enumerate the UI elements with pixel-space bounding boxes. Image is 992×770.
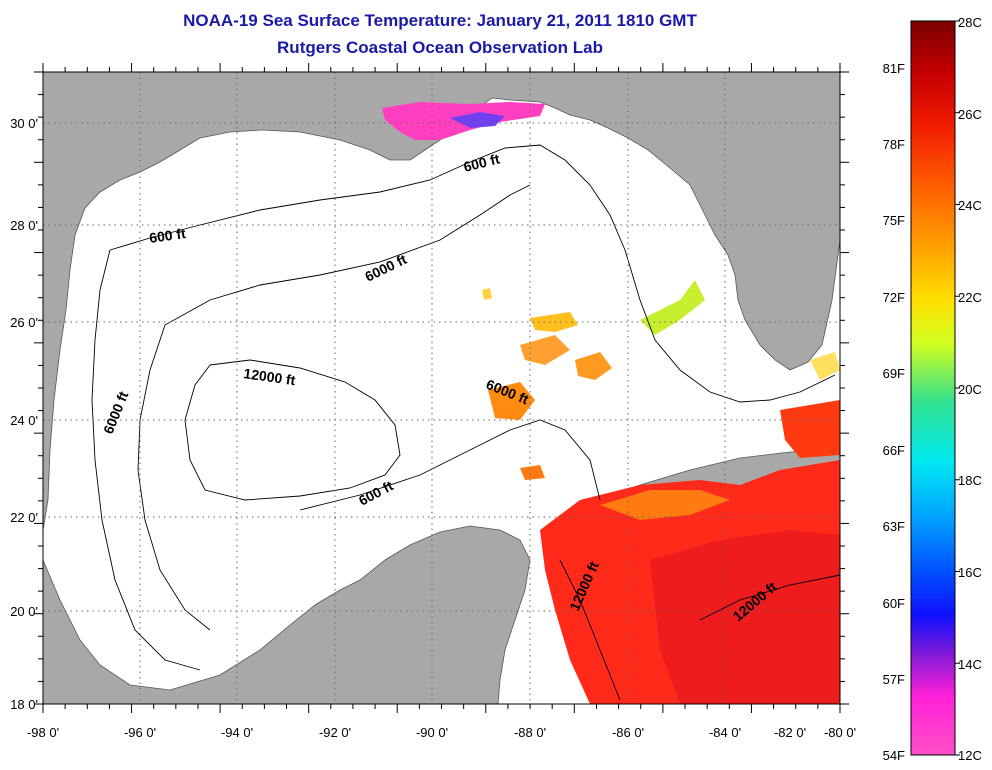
lon-tick-label: -88 0' bbox=[514, 725, 546, 740]
sst-data-overlay bbox=[382, 102, 840, 704]
celsius-label: 18C bbox=[958, 473, 982, 488]
fahrenheit-label: 54F bbox=[883, 748, 905, 763]
map-subtitle: Rutgers Coastal Ocean Observation Lab bbox=[277, 38, 603, 57]
lat-tick-label: 18 0' bbox=[10, 697, 38, 712]
contour-6000ft-west bbox=[137, 324, 211, 631]
lat-tick-label: 30 0' bbox=[10, 116, 38, 131]
celsius-label: 12C bbox=[958, 748, 982, 763]
lat-tick-label: 26 0' bbox=[10, 315, 38, 330]
sst-colorbar bbox=[910, 20, 956, 756]
celsius-label: 22C bbox=[958, 290, 982, 305]
lat-tick-label: 22 0' bbox=[10, 510, 38, 525]
lat-tick-label: 28 0' bbox=[10, 218, 38, 233]
celsius-label: 20C bbox=[958, 382, 982, 397]
lon-tick-label: -86 0' bbox=[612, 725, 644, 740]
fahrenheit-label: 72F bbox=[883, 290, 905, 305]
fahrenheit-label: 63F bbox=[883, 519, 905, 534]
map-plot-area bbox=[43, 72, 840, 704]
celsius-label: 26C bbox=[958, 107, 982, 122]
fahrenheit-label: 69F bbox=[883, 366, 905, 381]
contour-label: 600 ft bbox=[148, 225, 187, 246]
contour-label: 12000 ft bbox=[243, 365, 297, 388]
lon-tick-label: -96 0' bbox=[124, 725, 156, 740]
fahrenheit-label: 78F bbox=[883, 137, 905, 152]
celsius-label: 28C bbox=[958, 15, 982, 30]
celsius-label: 14C bbox=[958, 657, 982, 672]
lon-tick-label: -82 0' bbox=[774, 725, 806, 740]
lon-tick-label: -80 0' bbox=[824, 725, 856, 740]
land-mexico-yucatan bbox=[43, 525, 531, 704]
lon-axis-labels: -98 0' -96 0' -94 0' -92 0' -90 0' -88 0… bbox=[27, 725, 856, 740]
lon-tick-label: -98 0' bbox=[27, 725, 59, 740]
lat-tick-label: 24 0' bbox=[10, 413, 38, 428]
contour-6000ft bbox=[164, 184, 531, 326]
colorbar-celsius-labels: 28C 26C 24C 22C 20C 18C 16C 14C 12C bbox=[958, 15, 982, 763]
map-ticks bbox=[34, 63, 849, 713]
celsius-label: 16C bbox=[958, 565, 982, 580]
fahrenheit-label: 60F bbox=[883, 596, 905, 611]
map-title: NOAA-19 Sea Surface Temperature: January… bbox=[183, 11, 697, 30]
contour-600ft-yucatan bbox=[299, 419, 601, 511]
lat-tick-label: 20 0' bbox=[10, 604, 38, 619]
colorbar-fahrenheit-labels: 81F 78F 75F 72F 69F 66F 63F 60F 57F 54F bbox=[883, 61, 905, 763]
lat-axis-labels: 30 0' 28 0' 26 0' 24 0' 22 0' 20 0' 18 0… bbox=[10, 116, 38, 712]
lon-tick-label: -90 0' bbox=[416, 725, 448, 740]
fahrenheit-label: 81F bbox=[883, 61, 905, 76]
contour-ys-12000 bbox=[559, 559, 621, 701]
colorbar-ticks bbox=[955, 20, 960, 756]
graticule-grid bbox=[43, 72, 840, 704]
fahrenheit-label: 57F bbox=[883, 672, 905, 687]
fahrenheit-label: 75F bbox=[883, 213, 905, 228]
lon-tick-label: -94 0' bbox=[221, 725, 253, 740]
contour-cayman-12000 bbox=[699, 574, 840, 621]
lon-tick-label: -84 0' bbox=[709, 725, 741, 740]
celsius-label: 24C bbox=[958, 198, 982, 213]
contour-12000ft bbox=[184, 359, 401, 501]
fahrenheit-label: 66F bbox=[883, 443, 905, 458]
lon-tick-label: -92 0' bbox=[319, 725, 351, 740]
contour-600ft-west bbox=[91, 249, 201, 671]
